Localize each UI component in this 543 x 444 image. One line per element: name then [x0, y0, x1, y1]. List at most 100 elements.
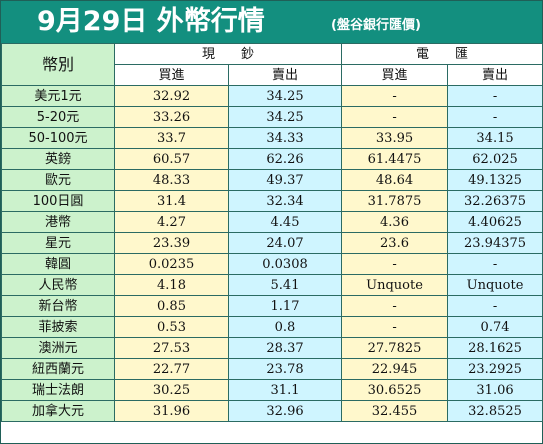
table-row: 新台幣 0.85 1.17 - -: [1, 295, 543, 317]
transfer-sell-value: -: [447, 106, 543, 128]
cash-buy-value: 31.4: [114, 190, 229, 212]
transfer-sell-value: 49.1325: [447, 169, 543, 191]
cash-sell-value: 62.26: [227, 148, 343, 170]
cash-buy-value: 0.53: [114, 316, 229, 338]
header-row-subs: 買進 賣出 買進 賣出: [2, 64, 543, 86]
cash-buy-value: 60.57: [114, 148, 229, 170]
cash-buy-value: 4.18: [114, 274, 229, 296]
header-row-groups: 幣別 現鈔 電匯: [1, 43, 543, 86]
cash-sell-value: 24.07: [227, 232, 343, 254]
transfer-sell-value: Unquote: [447, 274, 543, 296]
cash-buy-value: 0.0235: [114, 253, 229, 275]
cash-sell-value: 23.78: [227, 358, 343, 380]
cash-sell-header: 賣出: [227, 64, 343, 86]
transfer-buy-header: 買進: [341, 64, 449, 86]
table-row: 港幣 4.27 4.45 4.36 4.40625: [1, 211, 543, 233]
table-row: 星元 23.39 24.07 23.6 23.94375: [1, 232, 543, 254]
cash-sell-value: 49.37: [227, 169, 343, 191]
page-title: 9月29日 外幣行情: [37, 6, 265, 37]
cash-sell-value: 0.0308: [227, 253, 343, 275]
transfer-sell-value: 32.26375: [447, 190, 543, 212]
cash-sell-value: 0.8: [227, 316, 343, 338]
transfer-buy-value: -: [341, 295, 449, 317]
currency-name: 紐西蘭元: [1, 358, 115, 380]
cash-buy-value: 23.39: [114, 232, 229, 254]
cash-sell-value: 28.37: [227, 337, 343, 359]
currency-name: 星元: [1, 232, 115, 254]
transfer-sell-value: -: [447, 85, 543, 107]
table-row: 美元1元 32.92 34.25 - -: [1, 85, 543, 107]
transfer-buy-value: 22.945: [341, 358, 449, 380]
currency-name: 菲披索: [1, 316, 115, 338]
transfer-buy-value: 30.6525: [341, 379, 449, 401]
transfer-buy-value: 23.6: [341, 232, 449, 254]
currency-name: 韓圓: [1, 253, 115, 275]
transfer-buy-value: -: [341, 85, 449, 107]
cash-sell-value: 34.33: [227, 127, 343, 149]
currency-name: 100日圓: [1, 190, 115, 212]
transfer-buy-value: 31.7875: [341, 190, 449, 212]
cash-sell-value: 32.34: [227, 190, 343, 212]
transfer-sell-value: -: [447, 295, 543, 317]
transfer-sell-value: 23.2925: [447, 358, 543, 380]
table-row: 英鎊 60.57 62.26 61.4475 62.025: [1, 148, 543, 170]
transfer-buy-value: 4.36: [341, 211, 449, 233]
cash-sell-value: 5.41: [227, 274, 343, 296]
cash-buy-value: 22.77: [114, 358, 229, 380]
page-subtitle: (盤谷銀行匯價): [331, 18, 421, 33]
currency-name: 5-20元: [1, 106, 115, 128]
cash-buy-value: 32.92: [114, 85, 229, 107]
transfer-sell-value: 62.025: [447, 148, 543, 170]
cash-buy-value: 0.85: [114, 295, 229, 317]
currency-name: 50-100元: [1, 127, 115, 149]
cash-sell-value: 34.25: [227, 106, 343, 128]
cash-sell-value: 31.1: [227, 379, 343, 401]
currency-name: 澳洲元: [1, 337, 115, 359]
cash-group-header: 現鈔: [113, 43, 343, 65]
transfer-sell-value: 34.15: [447, 127, 543, 149]
cash-buy-header: 買進: [114, 64, 229, 86]
currency-name: 瑞士法朗: [1, 379, 115, 401]
transfer-sell-value: 28.1625: [447, 337, 543, 359]
table-row: 瑞士法朗 30.25 31.1 30.6525 31.06: [1, 379, 543, 401]
table-row: 人民幣 4.18 5.41 Unquote Unquote: [1, 274, 543, 296]
transfer-sell-value: 31.06: [447, 379, 543, 401]
table-row: 菲披索 0.53 0.8 - 0.74: [1, 316, 543, 338]
transfer-buy-value: 27.7825: [341, 337, 449, 359]
currency-name: 人民幣: [1, 274, 115, 296]
cash-sell-value: 34.25: [227, 85, 343, 107]
transfer-buy-value: -: [341, 253, 449, 275]
table-row: 紐西蘭元 22.77 23.78 22.945 23.2925: [1, 358, 543, 380]
cash-sell-value: 1.17: [227, 295, 343, 317]
table-row: 澳洲元 27.53 28.37 27.7825 28.1625: [1, 337, 543, 359]
rate-rows: 美元1元 32.92 34.25 - - 5-20元 33.26 34.25 -…: [1, 85, 543, 422]
transfer-buy-value: 33.95: [341, 127, 449, 149]
currency-name: 港幣: [1, 211, 115, 233]
table-row: 50-100元 33.7 34.33 33.95 34.15: [1, 127, 543, 149]
cash-buy-value: 33.26: [114, 106, 229, 128]
cash-buy-value: 27.53: [114, 337, 229, 359]
currency-column-header: 幣別: [1, 43, 115, 86]
currency-name: 歐元: [1, 169, 115, 191]
transfer-group-header: 電匯: [341, 43, 543, 65]
transfer-sell-value: 4.40625: [447, 211, 543, 233]
cash-sell-value: 32.96: [227, 400, 343, 422]
transfer-buy-value: -: [341, 316, 449, 338]
transfer-sell-value: 32.8525: [447, 400, 543, 422]
transfer-buy-value: 61.4475: [341, 148, 449, 170]
transfer-sell-header: 賣出: [447, 64, 543, 86]
cash-buy-value: 4.27: [114, 211, 229, 233]
table-row: 100日圓 31.4 32.34 31.7875 32.26375: [1, 190, 543, 212]
currency-name: 加拿大元: [1, 400, 115, 422]
transfer-sell-value: 0.74: [447, 316, 543, 338]
table-row: 5-20元 33.26 34.25 - -: [1, 106, 543, 128]
table-row: 歐元 48.33 49.37 48.64 49.1325: [1, 169, 543, 191]
currency-name: 美元1元: [1, 85, 115, 107]
currency-name: 英鎊: [1, 148, 115, 170]
transfer-buy-value: Unquote: [341, 274, 449, 296]
exchange-rate-table: 幣別 現鈔 電匯 買進 賣出 買進 賣出 美元1元 32.92 34.25 - …: [1, 43, 543, 422]
transfer-buy-value: -: [341, 106, 449, 128]
table-row: 加拿大元 31.96 32.96 32.455 32.8525: [1, 400, 543, 422]
table-row: 韓圓 0.0235 0.0308 - -: [1, 253, 543, 275]
